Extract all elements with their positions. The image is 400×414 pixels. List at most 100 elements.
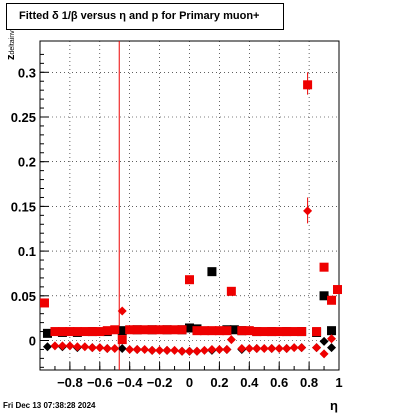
- data-point-diamond: [147, 345, 157, 355]
- data-point-square: [289, 327, 299, 337]
- data-point-square: [259, 327, 269, 337]
- data-point-square: [95, 327, 105, 337]
- data-point-square: [57, 327, 67, 337]
- y-tick-label: 0.2: [18, 155, 36, 170]
- data-point-diamond: [72, 342, 82, 352]
- data-point-square: [162, 325, 172, 335]
- data-point-square: [170, 325, 180, 335]
- data-point-diamond: [297, 343, 307, 353]
- data-point-diamond: [267, 344, 277, 354]
- data-point-diamond: [252, 344, 262, 354]
- x-tick-label: 0.4: [240, 375, 259, 390]
- data-point-square: [297, 327, 307, 337]
- y-tick-label: 0.05: [11, 289, 36, 304]
- data-point-diamond: [125, 344, 135, 354]
- data-point-diamond: [102, 344, 112, 354]
- data-point-square: [155, 325, 165, 335]
- data-point-diamond: [155, 345, 165, 355]
- data-point-diamond: [87, 343, 97, 353]
- data-point-square: [177, 325, 187, 335]
- data-point-square: [327, 326, 337, 336]
- footer-timestamp: Fri Dec 13 07:38:28 2024: [3, 401, 96, 410]
- data-point-square: [102, 326, 112, 336]
- x-tick-label: −0.4: [117, 375, 143, 390]
- data-point-diamond: [132, 344, 142, 354]
- data-point-square: [312, 327, 322, 337]
- data-point-square: [214, 326, 224, 336]
- data-point-square: [226, 286, 236, 296]
- x-axis-label: η: [330, 398, 338, 413]
- data-point-diamond: [57, 341, 67, 351]
- marks-layer: [39, 41, 343, 370]
- data-point-diamond: [226, 335, 236, 345]
- data-point-square: [319, 262, 329, 272]
- data-point-square: [319, 291, 329, 301]
- data-point-diamond: [237, 344, 247, 354]
- data-point-square: [39, 298, 49, 308]
- y-tick-label: 0.25: [11, 110, 36, 125]
- data-point-diamond: [117, 344, 127, 354]
- data-point-diamond: [222, 344, 232, 354]
- data-point-square: [65, 327, 75, 337]
- data-point-diamond: [170, 345, 180, 355]
- data-point-diamond: [327, 343, 337, 353]
- grid-layer: [40, 41, 340, 370]
- x-tick-label: 0.2: [210, 375, 228, 390]
- data-point-diamond: [312, 343, 322, 353]
- data-point-diamond: [95, 343, 105, 353]
- x-tick-label: 0: [186, 375, 193, 390]
- data-point-diamond: [274, 344, 284, 354]
- data-point-square: [72, 327, 82, 337]
- y-tick-label: 0.15: [11, 199, 36, 214]
- data-point-square: [87, 327, 97, 337]
- y-tick-label: 0: [29, 333, 36, 348]
- data-point-square: [207, 326, 217, 336]
- data-point-square: [267, 327, 277, 337]
- data-point-square: [237, 326, 247, 336]
- data-point-diamond: [177, 346, 187, 356]
- data-point-square: [132, 325, 142, 335]
- data-point-diamond: [327, 334, 337, 344]
- x-tick-label: 0.8: [300, 375, 318, 390]
- data-point-square: [42, 328, 52, 338]
- data-point-square: [229, 325, 239, 335]
- x-tick-label: −0.2: [147, 375, 173, 390]
- data-point-square: [50, 327, 60, 337]
- data-point-diamond: [140, 344, 150, 354]
- data-point-diamond: [207, 344, 217, 354]
- data-point-square: [222, 326, 232, 336]
- data-point-diamond: [162, 345, 172, 355]
- data-point-diamond: [192, 346, 202, 356]
- data-point-square: [185, 275, 194, 285]
- data-point-diamond: [303, 206, 313, 216]
- chart-title: Fitted δ 1/β versus η and p for Primary …: [6, 3, 284, 30]
- data-point-square: [333, 285, 343, 295]
- data-point-diamond: [319, 336, 329, 346]
- data-point-square: [327, 295, 337, 305]
- x-tick-label: 0.6: [270, 375, 288, 390]
- x-tick-label: −0.8: [57, 375, 83, 390]
- data-point-diamond: [50, 341, 60, 351]
- data-point-square: [80, 327, 90, 337]
- y-tick-label: 0.1: [18, 244, 36, 259]
- data-point-diamond: [117, 306, 127, 316]
- data-point-square: [147, 325, 157, 335]
- data-point-diamond: [244, 344, 254, 354]
- data-point-diamond: [289, 343, 299, 353]
- x-tick-label: −0.6: [87, 375, 113, 390]
- x-tick-label: 1: [335, 375, 342, 390]
- data-point-square: [117, 335, 127, 345]
- data-point-square: [282, 327, 292, 337]
- data-point-square: [199, 326, 209, 336]
- data-point-square: [252, 327, 262, 337]
- data-point-diamond: [80, 342, 90, 352]
- data-point-diamond: [110, 344, 120, 354]
- data-point-square: [303, 80, 313, 90]
- data-point-square: [125, 325, 135, 335]
- data-point-diamond: [42, 342, 52, 352]
- data-point-diamond: [214, 344, 224, 354]
- data-point-square: [140, 325, 150, 335]
- axis-layer: −0.8 −0.6 −0.4 −0.2 0 0.2 0.4 0.6 0.8 1 0 0.05 0.1 0.…: [11, 53, 343, 390]
- data-point-square: [192, 326, 202, 336]
